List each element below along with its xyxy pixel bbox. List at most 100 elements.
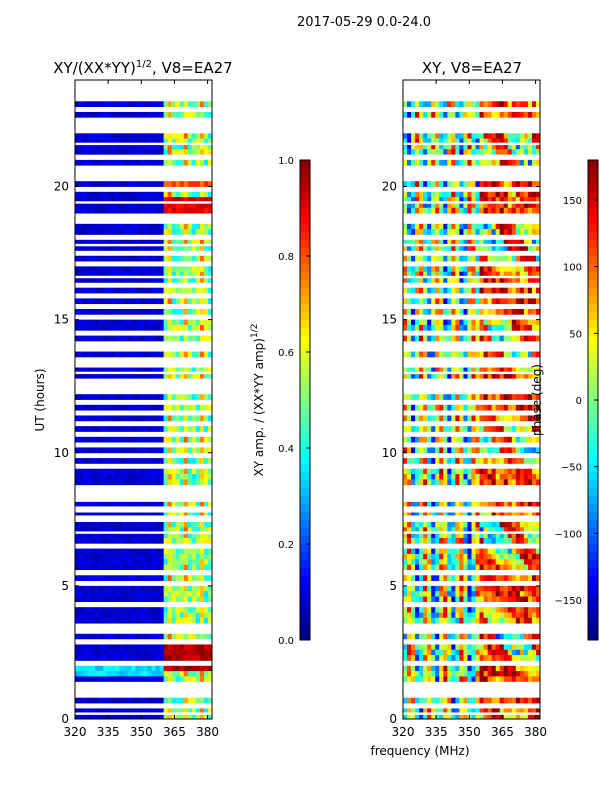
amp-cell	[119, 564, 124, 571]
amp-cell	[175, 181, 181, 187]
amp-cell	[163, 197, 169, 203]
phase-cell	[463, 245, 468, 251]
amp-cell	[151, 436, 156, 443]
phase-cell	[475, 617, 480, 624]
amp-cell	[131, 149, 136, 155]
phase-cell	[479, 633, 484, 640]
amp-cell	[139, 367, 144, 374]
amp-cell	[87, 591, 92, 597]
amp-cell	[167, 474, 173, 480]
phase-cell	[523, 511, 529, 518]
phase-cell	[451, 596, 456, 603]
phase-cell	[419, 447, 424, 454]
amp-cell	[135, 607, 140, 613]
amp-cell	[179, 708, 185, 715]
phase-cell	[431, 596, 436, 603]
phase-cell	[427, 436, 432, 443]
phase-cell	[487, 133, 493, 139]
phase-cell	[511, 271, 517, 278]
amp-cell	[87, 223, 92, 230]
amp-cell	[83, 181, 88, 187]
amp-cell	[139, 649, 144, 656]
phase-cell	[447, 202, 452, 209]
amp-cell	[127, 612, 132, 619]
amp-cell	[115, 697, 120, 704]
phase-cell	[515, 532, 521, 539]
amp-cell	[87, 149, 92, 155]
amp-cell	[171, 500, 177, 507]
amp-cell	[175, 271, 181, 278]
phase-cell	[455, 548, 460, 555]
phase-cell	[527, 426, 533, 432]
amp-cell	[107, 607, 112, 613]
phase-cell	[435, 372, 440, 379]
amp-cell	[175, 447, 181, 454]
phase-cell	[447, 271, 452, 278]
amp-cell	[143, 143, 148, 150]
phase-cell	[511, 676, 517, 683]
amp-cell	[203, 564, 209, 571]
phase-cell	[427, 697, 432, 704]
amp-cell	[183, 612, 189, 619]
phase-cell	[491, 596, 497, 603]
phase-cell	[415, 671, 420, 677]
phase-cell	[495, 149, 501, 155]
phase-cell	[463, 287, 468, 294]
phase-cell	[523, 202, 529, 209]
phase-cell	[503, 617, 509, 624]
amp-cell	[91, 617, 96, 624]
phase-cell	[423, 111, 428, 118]
amp-cell	[107, 335, 112, 342]
amp-cell	[95, 245, 100, 251]
phase-cell	[431, 287, 436, 294]
amp-cell	[99, 649, 104, 656]
phase-cell	[503, 474, 509, 480]
phase-cell	[483, 671, 489, 677]
amp-cell	[95, 458, 100, 464]
amp-cell	[75, 559, 80, 565]
amp-cell	[79, 468, 84, 475]
amp-cell	[103, 229, 108, 235]
amp-cell	[103, 532, 108, 539]
amp-cell	[199, 612, 205, 619]
phase-cell	[519, 617, 525, 624]
phase-cell	[419, 266, 424, 273]
amp-cell	[179, 202, 185, 209]
amp-cell	[183, 255, 189, 262]
amp-cell	[135, 655, 140, 661]
phase-cell	[483, 713, 489, 720]
phase-cell	[455, 372, 460, 379]
amp-cell	[79, 447, 84, 454]
amp-cell	[83, 404, 88, 411]
amp-colorbar-step	[300, 392, 310, 401]
phase-cell	[447, 644, 452, 651]
phase-cell	[455, 191, 460, 198]
amp-cell	[183, 500, 189, 507]
phase-cell	[471, 394, 476, 400]
phase-colorbar-step	[588, 592, 598, 601]
amp-cell	[191, 697, 197, 704]
amp-cell	[163, 655, 169, 661]
amp-cell	[75, 324, 80, 331]
phase-cell	[511, 436, 517, 443]
phase-cell	[491, 138, 497, 145]
phase-cell	[511, 553, 517, 560]
phase-cell	[435, 596, 440, 603]
phase-cell	[475, 111, 480, 118]
amp-cell	[83, 287, 88, 294]
amp-cell	[107, 655, 112, 661]
amp-cell	[179, 266, 185, 273]
phase-cell	[435, 676, 440, 683]
phase-cell	[483, 138, 489, 145]
amp-cell	[103, 245, 108, 251]
amp-cell	[143, 447, 148, 454]
phase-cell	[435, 644, 440, 651]
phase-cell	[503, 655, 509, 661]
phase-cell	[431, 553, 436, 560]
phase-cell	[475, 324, 480, 331]
phase-cell	[467, 133, 472, 139]
phase-cell	[419, 271, 424, 278]
phase-cell	[507, 324, 513, 331]
phase-cell	[451, 197, 456, 203]
amp-cell	[191, 527, 197, 534]
